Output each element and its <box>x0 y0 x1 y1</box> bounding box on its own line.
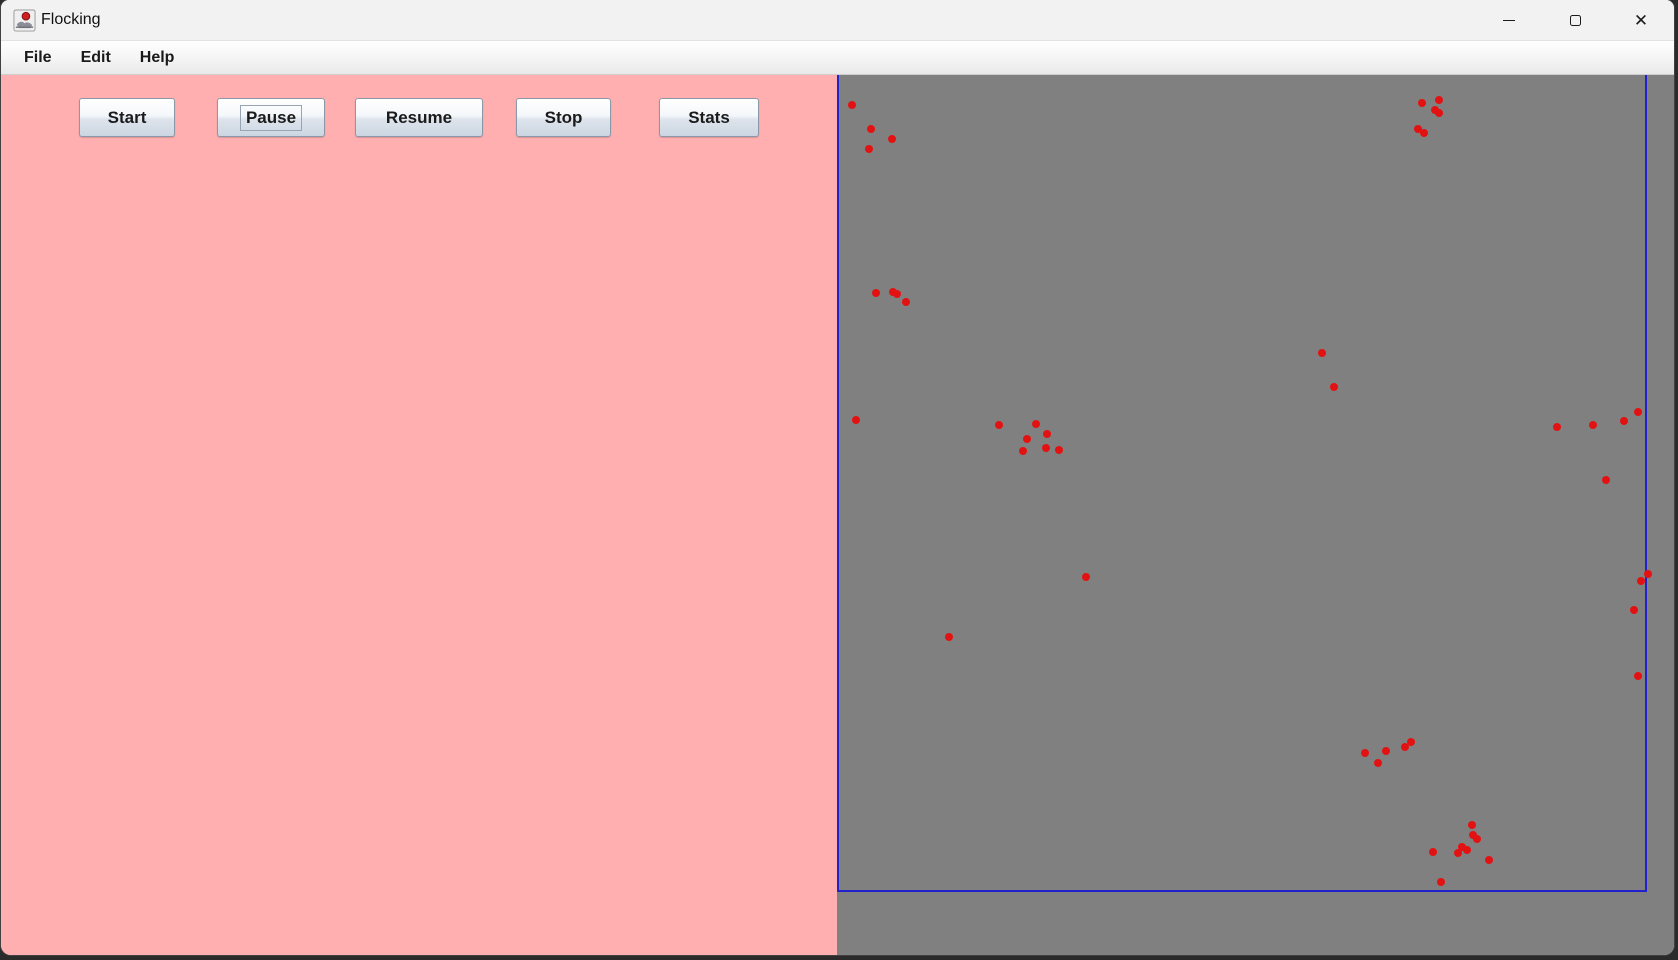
boid-dot <box>872 289 880 297</box>
boid-dot <box>865 145 873 153</box>
simulation-boundary <box>837 75 1647 892</box>
boid-dot <box>1420 129 1428 137</box>
boid-dot <box>1374 759 1382 767</box>
boid-dot <box>1330 383 1338 391</box>
button-label: Pause <box>239 104 303 131</box>
boid-dot <box>1414 125 1422 133</box>
boid-dot <box>888 135 896 143</box>
boid-dot <box>1469 831 1477 839</box>
boid-dot <box>1437 878 1445 886</box>
button-label: Start <box>107 107 147 127</box>
java-app-icon <box>13 8 36 32</box>
start-button[interactable]: Start <box>79 98 175 137</box>
menu-item-file[interactable]: File <box>24 48 52 66</box>
boid-dot <box>893 290 901 298</box>
boid-dot <box>1463 846 1471 854</box>
menu-item-help[interactable]: Help <box>139 48 175 66</box>
boid-dot <box>1382 747 1390 755</box>
close-icon: ✕ <box>1633 10 1649 30</box>
boid-dot <box>1553 423 1561 431</box>
boid-dot <box>1042 444 1050 452</box>
menubar: File Edit Help <box>1 40 1674 75</box>
boid-dot <box>1407 738 1415 746</box>
boid-dot <box>1401 743 1409 751</box>
maximize-button[interactable] <box>1542 0 1608 40</box>
button-label: Resume <box>385 107 453 127</box>
boid-dot <box>852 416 860 424</box>
boid-dot <box>1630 606 1638 614</box>
stop-button[interactable]: Stop <box>516 98 611 137</box>
close-button[interactable]: ✕ <box>1608 0 1674 40</box>
boid-dot <box>1082 573 1090 581</box>
boid-dot <box>1637 577 1645 585</box>
boid-dot <box>867 125 875 133</box>
boid-dot <box>902 298 910 306</box>
boid-dot <box>1435 109 1443 117</box>
window-title: Flocking <box>41 11 101 28</box>
boid-dot <box>1361 749 1369 757</box>
boid-dot <box>1055 446 1063 454</box>
boid-dot <box>1032 420 1040 428</box>
resume-button[interactable]: Resume <box>355 98 483 137</box>
boid-dot <box>1043 430 1051 438</box>
toolbar: Start Pause Resume Stop Stats <box>1 98 759 137</box>
boid-dot <box>1473 835 1481 843</box>
boid-dot <box>1634 408 1642 416</box>
window-controls: ✕ <box>1476 0 1674 40</box>
maximize-icon <box>1569 14 1581 26</box>
minimize-button[interactable] <box>1476 0 1542 40</box>
button-label: Stats <box>688 107 730 127</box>
boid-dot <box>945 633 953 641</box>
content: Start Pause Resume Stop Stats <box>1 75 1674 955</box>
boid-dot <box>1429 848 1437 856</box>
simulation-canvas <box>837 75 1674 955</box>
boid-dot <box>1019 447 1027 455</box>
pause-button[interactable]: Pause <box>217 98 325 137</box>
boid-dot <box>1620 417 1628 425</box>
stats-button[interactable]: Stats <box>659 98 759 137</box>
boid-dot <box>1458 843 1466 851</box>
boid-dot <box>1454 849 1462 857</box>
control-panel: Start Pause Resume Stop Stats <box>1 75 837 955</box>
boid-dot <box>1418 99 1426 107</box>
boid-dot <box>1644 570 1652 578</box>
boid-dot <box>1589 421 1597 429</box>
boid-dot <box>1318 349 1326 357</box>
boid-dot <box>848 101 856 109</box>
button-label: Stop <box>544 107 583 127</box>
boid-dot <box>1435 96 1443 104</box>
boid-dot <box>1485 856 1493 864</box>
boid-dot <box>1634 672 1642 680</box>
titlebar: Flocking ✕ <box>1 0 1674 40</box>
minimize-icon <box>1503 19 1515 21</box>
boid-dot <box>995 421 1003 429</box>
boid-dot <box>1602 476 1610 484</box>
boid-dot <box>1023 435 1031 443</box>
boid-dot <box>1468 821 1476 829</box>
menu-item-edit[interactable]: Edit <box>80 48 111 66</box>
